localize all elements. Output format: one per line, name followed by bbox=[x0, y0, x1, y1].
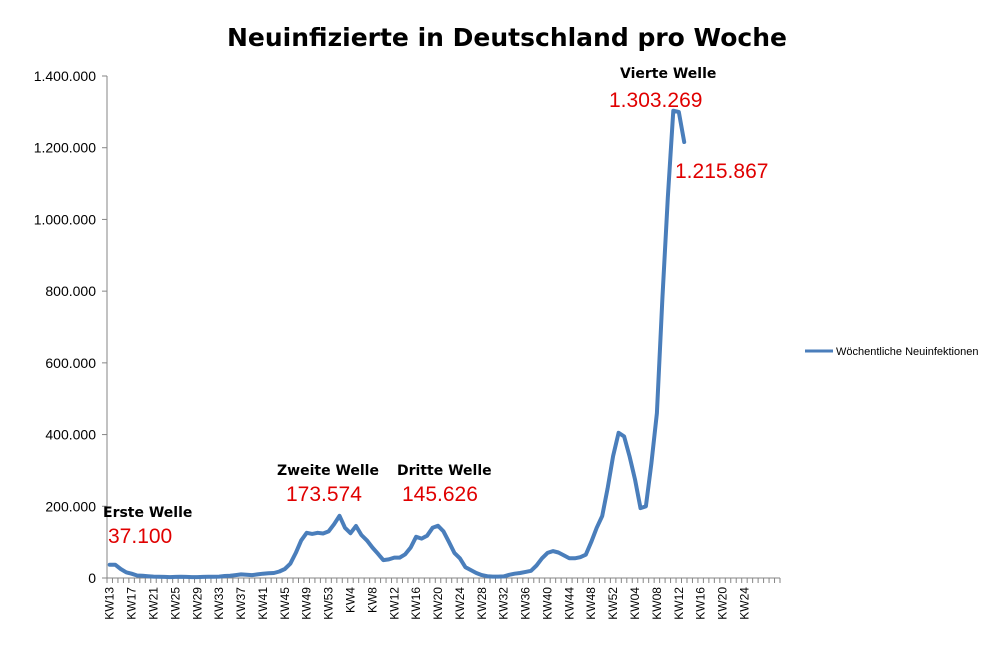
x-tick-label: KW12 bbox=[387, 587, 401, 620]
x-tick-label: KW44 bbox=[562, 587, 576, 620]
annotation-dritte-welle-label: Dritte Welle bbox=[397, 463, 492, 479]
x-tick-label: KW52 bbox=[606, 587, 620, 620]
x-tick-label: KW24 bbox=[737, 587, 751, 620]
x-tick-label: KW40 bbox=[540, 587, 554, 620]
x-tick-label: KW25 bbox=[168, 587, 182, 620]
x-tick-label: KW24 bbox=[453, 587, 467, 620]
annotation-zweite-welle-label: Zweite Welle bbox=[277, 463, 379, 479]
x-tick-label: KW16 bbox=[694, 587, 708, 620]
annotation-vierte-welle-value: 1.303.269 bbox=[609, 89, 702, 112]
x-tick-label: KW12 bbox=[672, 587, 686, 620]
x-tick-label: KW13 bbox=[103, 587, 117, 620]
x-tick-label: KW32 bbox=[497, 587, 511, 620]
x-tick-label: KW17 bbox=[125, 587, 139, 620]
x-tick-label: KW37 bbox=[234, 587, 248, 620]
y-axis: 0 200.000 400.000 600.000 800.000 1.000.000 1.… bbox=[34, 68, 108, 586]
x-tick-label: KW16 bbox=[409, 587, 423, 620]
annotation-erste-welle-label: Erste Welle bbox=[103, 505, 192, 521]
x-tick-label: KW20 bbox=[431, 587, 445, 620]
y-tick-label: 0 bbox=[88, 570, 96, 586]
x-tick-label: KW4 bbox=[343, 587, 357, 613]
x-tick-label: KW33 bbox=[212, 587, 226, 620]
annotation-zweite-welle-value: 173.574 bbox=[286, 483, 362, 506]
x-tick-label: KW08 bbox=[650, 587, 664, 620]
x-tick-label: KW48 bbox=[584, 587, 598, 620]
y-tick-label: 400.000 bbox=[45, 427, 96, 443]
x-tick-label: KW20 bbox=[716, 587, 730, 620]
y-tick-label: 1.400.000 bbox=[34, 68, 96, 84]
x-tick-label: KW45 bbox=[278, 587, 292, 620]
x-tick-label: KW28 bbox=[475, 587, 489, 620]
series-layer bbox=[107, 108, 687, 580]
annotation-latest-value: 1.215.867 bbox=[675, 160, 768, 183]
y-tick-label: 800.000 bbox=[45, 283, 96, 299]
legend-entry: Wöchentliche Neuinfektionen bbox=[836, 346, 978, 358]
x-tick-label: KW49 bbox=[300, 587, 314, 620]
x-tick-label: KW29 bbox=[190, 587, 204, 620]
y-tick-label: 1.000.000 bbox=[34, 211, 96, 227]
y-tick-label: 600.000 bbox=[45, 355, 96, 371]
y-tick-label: 1.200.000 bbox=[34, 140, 96, 156]
y-tick-label: 200.000 bbox=[45, 498, 96, 514]
annotation-vierte-welle-label: Vierte Welle bbox=[620, 66, 716, 82]
x-tick-label: KW8 bbox=[365, 587, 379, 613]
chart-title: Neuinfizierte in Deutschland pro Woche bbox=[227, 23, 787, 52]
annotation-dritte-welle-value: 145.626 bbox=[402, 483, 478, 506]
x-tick-label: KW36 bbox=[519, 587, 533, 620]
annotation-erste-welle-value: 37.100 bbox=[108, 525, 172, 548]
x-tick-label: KW53 bbox=[322, 587, 336, 620]
x-tick-label: KW41 bbox=[256, 587, 270, 620]
legend: Wöchentliche Neuinfektionen bbox=[805, 346, 978, 358]
series-line bbox=[107, 108, 687, 580]
x-tick-label: KW04 bbox=[628, 587, 642, 620]
x-tick-label: KW21 bbox=[147, 587, 161, 620]
x-axis: KW13 KW17 KW21 KW25 KW29 KW33 KW37 KW41 KW45 KW49… bbox=[103, 577, 781, 620]
